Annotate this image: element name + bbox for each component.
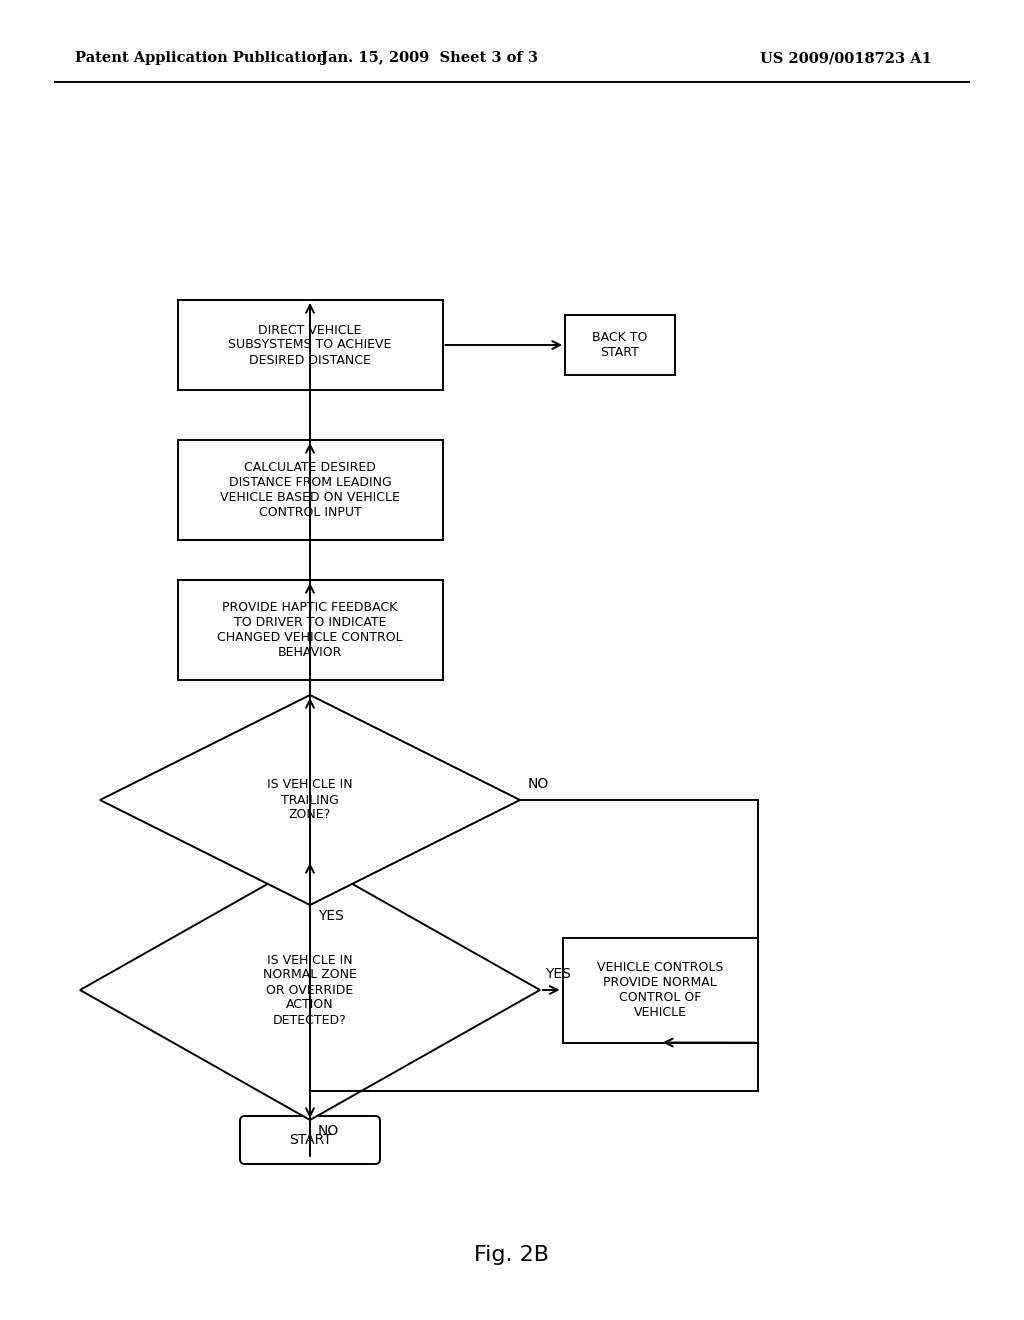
Bar	[562, 937, 758, 1043]
Text: VEHICLE CONTROLS
PROVIDE NORMAL
CONTROL OF
VEHICLE: VEHICLE CONTROLS PROVIDE NORMAL CONTROL …	[597, 961, 723, 1019]
Polygon shape	[100, 696, 520, 906]
Text: PROVIDE HAPTIC FEEDBACK
TO DRIVER TO INDICATE
CHANGED VEHICLE CONTROL
BEHAVIOR: PROVIDE HAPTIC FEEDBACK TO DRIVER TO IND…	[217, 601, 402, 659]
Text: BACK TO
START: BACK TO START	[592, 331, 648, 359]
Text: Fig. 2B: Fig. 2B	[474, 1245, 550, 1265]
Text: NO: NO	[528, 777, 549, 791]
Bar	[177, 440, 442, 540]
Text: CALCULATE DESIRED
DISTANCE FROM LEADING
VEHICLE BASED ON VEHICLE
CONTROL INPUT: CALCULATE DESIRED DISTANCE FROM LEADING …	[220, 461, 400, 519]
FancyBboxPatch shape	[240, 1115, 380, 1164]
Text: Patent Application Publication: Patent Application Publication	[75, 51, 327, 65]
Bar	[565, 315, 675, 375]
Bar	[177, 579, 442, 680]
Text: DIRECT VEHICLE
SUBSYSTEMS TO ACHIEVE
DESIRED DISTANCE: DIRECT VEHICLE SUBSYSTEMS TO ACHIEVE DES…	[228, 323, 392, 367]
Polygon shape	[80, 861, 540, 1119]
Text: NO: NO	[318, 1125, 339, 1138]
Text: Jan. 15, 2009  Sheet 3 of 3: Jan. 15, 2009 Sheet 3 of 3	[322, 51, 539, 65]
Text: YES: YES	[545, 968, 570, 981]
Text: US 2009/0018723 A1: US 2009/0018723 A1	[760, 51, 932, 65]
Text: START: START	[289, 1133, 332, 1147]
Bar	[177, 300, 442, 389]
Text: YES: YES	[318, 909, 344, 923]
Text: IS VEHICLE IN
NORMAL ZONE
OR OVERRIDE
ACTION
DETECTED?: IS VEHICLE IN NORMAL ZONE OR OVERRIDE AC…	[263, 953, 357, 1027]
Text: IS VEHICLE IN
TRAILING
ZONE?: IS VEHICLE IN TRAILING ZONE?	[267, 779, 353, 821]
